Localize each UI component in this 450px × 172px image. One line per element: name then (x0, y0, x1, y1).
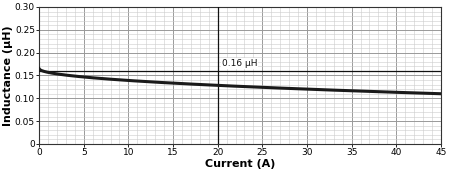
Text: 0.16 μH: 0.16 μH (222, 59, 258, 68)
Y-axis label: Inductance (μH): Inductance (μH) (4, 25, 13, 126)
X-axis label: Current (A): Current (A) (205, 159, 275, 169)
